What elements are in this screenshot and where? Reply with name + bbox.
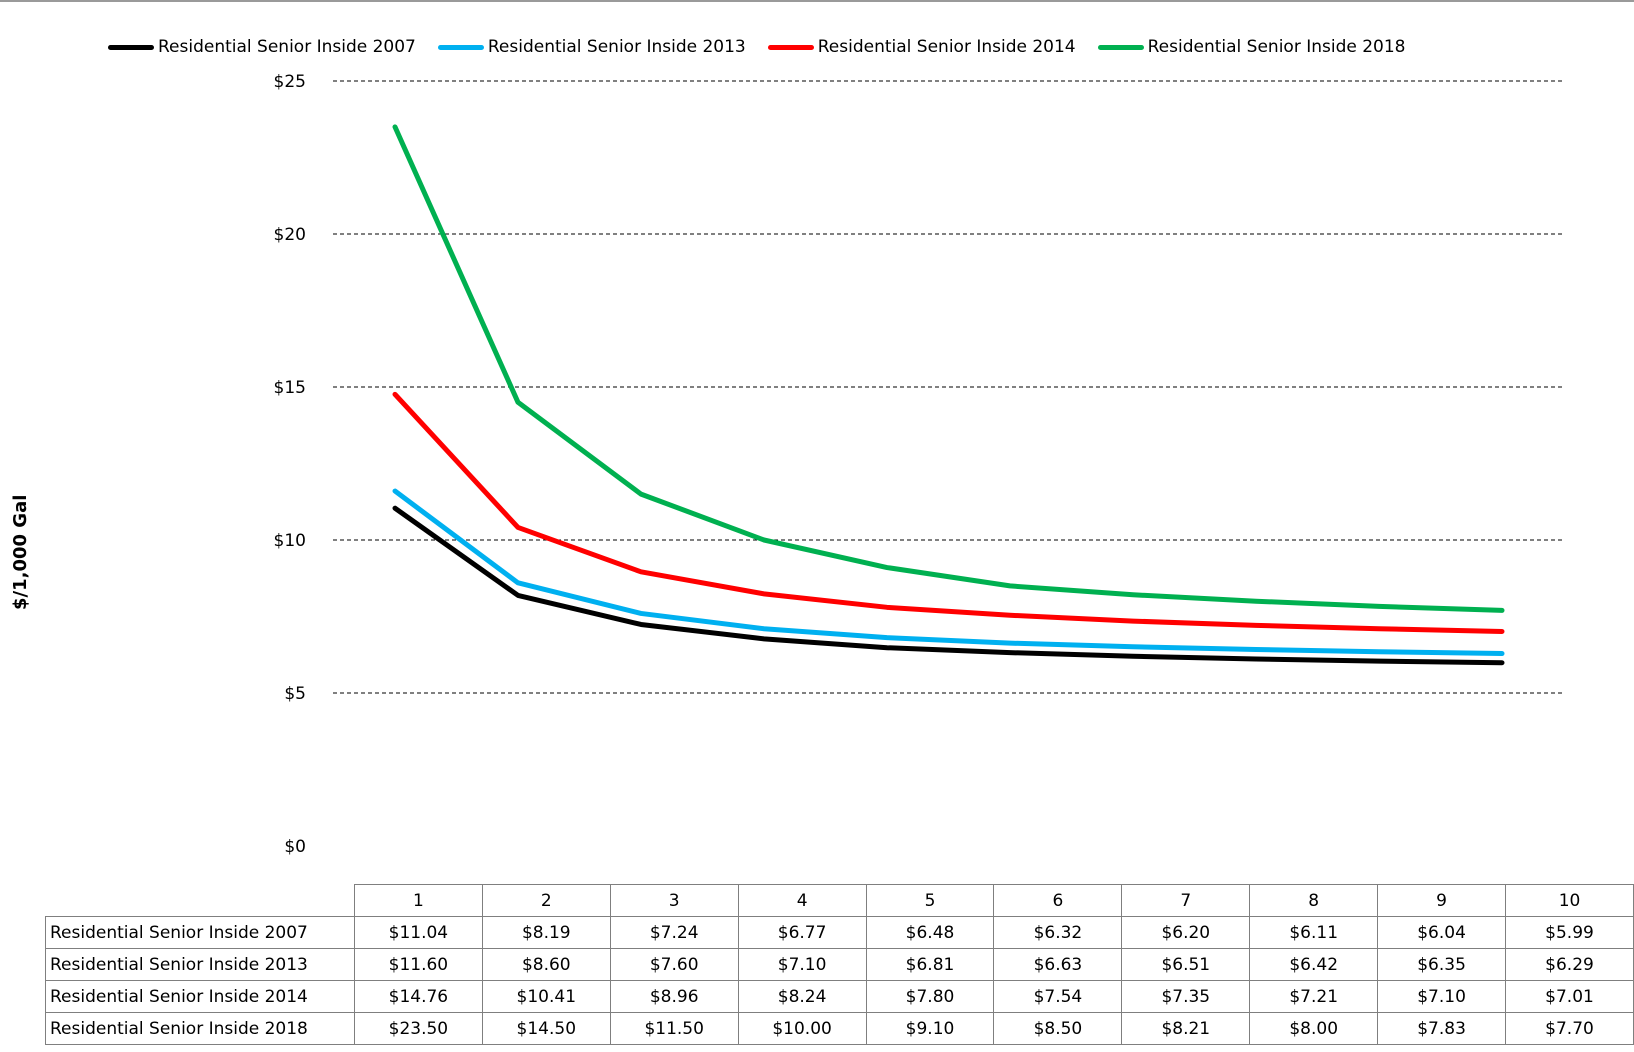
table-row-label: Residential Senior Inside 2013 bbox=[45, 948, 355, 981]
series-line-3 bbox=[392, 124, 1505, 613]
x-category-label: 4 bbox=[737, 884, 867, 917]
legend: Residential Senior Inside 2007 Residentia… bbox=[108, 34, 1428, 60]
legend-item-3: Residential Senior Inside 2018 bbox=[1097, 37, 1406, 57]
table-row: Residential Senior Inside 2007 $11.04 $8.1… bbox=[45, 916, 1634, 949]
table-cell: $10.00 bbox=[737, 1012, 867, 1045]
table-cell: $5.99 bbox=[1505, 916, 1634, 949]
table-cell: $11.60 bbox=[353, 948, 483, 981]
legend-label: Residential Senior Inside 2013 bbox=[487, 37, 746, 57]
table-row: Residential Senior Inside 2018 $23.50 $14.… bbox=[45, 1012, 1634, 1045]
x-category-label: 2 bbox=[481, 884, 611, 917]
legend-swatch bbox=[1097, 44, 1144, 50]
table-cell: $6.48 bbox=[865, 916, 995, 949]
x-category-label: 10 bbox=[1505, 884, 1634, 917]
table-cell: $6.51 bbox=[1121, 948, 1251, 981]
table-row-label: Residential Senior Inside 2018 bbox=[45, 1012, 355, 1045]
table-row-label: Residential Senior Inside 2014 bbox=[45, 980, 355, 1013]
table-cell: $7.10 bbox=[737, 948, 867, 981]
table-cell: $6.77 bbox=[737, 916, 867, 949]
table-cell: $6.11 bbox=[1249, 916, 1379, 949]
table-row: Residential Senior Inside 2013 $11.60 $8.6… bbox=[45, 948, 1634, 981]
table-cell: $7.70 bbox=[1505, 1012, 1634, 1045]
legend-item-1: Residential Senior Inside 2013 bbox=[437, 37, 746, 57]
table-cell: $6.81 bbox=[865, 948, 995, 981]
x-category-label: 9 bbox=[1377, 884, 1507, 917]
y-tick-label: $20 bbox=[274, 225, 306, 245]
table-cell: $7.60 bbox=[609, 948, 739, 981]
series-lines bbox=[392, 124, 1505, 666]
series-line-2 bbox=[392, 391, 1505, 634]
table-row-label: Residential Senior Inside 2007 bbox=[45, 916, 355, 949]
table-cell: $10.41 bbox=[481, 980, 611, 1013]
table-cell: $14.50 bbox=[481, 1012, 611, 1045]
y-tick-label: $0 bbox=[284, 837, 306, 857]
table-cell: $8.60 bbox=[481, 948, 611, 981]
y-tick-label: $25 bbox=[274, 72, 306, 92]
x-category-label: 3 bbox=[609, 884, 739, 917]
table-cell: $6.63 bbox=[993, 948, 1123, 981]
table-cell: $7.24 bbox=[609, 916, 739, 949]
table-cell: $8.24 bbox=[737, 980, 867, 1013]
table-cell: $9.10 bbox=[865, 1012, 995, 1045]
x-category-label: 7 bbox=[1121, 884, 1251, 917]
legend-item-2: Residential Senior Inside 2014 bbox=[767, 37, 1076, 57]
legend-label: Residential Senior Inside 2018 bbox=[1147, 37, 1406, 57]
legend-swatch bbox=[437, 44, 484, 50]
table-cell: $8.50 bbox=[993, 1012, 1123, 1045]
table-cell: $8.21 bbox=[1121, 1012, 1251, 1045]
table-cell: $14.76 bbox=[353, 980, 483, 1013]
table-cell: $23.50 bbox=[353, 1012, 483, 1045]
legend-item-0: Residential Senior Inside 2007 bbox=[108, 37, 416, 57]
legend-swatch bbox=[767, 44, 814, 50]
table-cell: $8.19 bbox=[481, 916, 611, 949]
table-row: Residential Senior Inside 2014 $14.76 $10.… bbox=[45, 980, 1634, 1013]
x-category-label: 8 bbox=[1249, 884, 1379, 917]
table-cell: $6.42 bbox=[1249, 948, 1379, 981]
x-category-label: 1 bbox=[353, 884, 483, 917]
table-cell: $7.35 bbox=[1121, 980, 1251, 1013]
table-cell: $11.04 bbox=[353, 916, 483, 949]
table-cell: $7.54 bbox=[993, 980, 1123, 1013]
y-axis-ticks: $0 $5 $10 $15 $20 $25 bbox=[274, 72, 306, 857]
series-line-1 bbox=[392, 488, 1505, 657]
table-cell: $8.96 bbox=[609, 980, 739, 1013]
table-cell: $8.00 bbox=[1249, 1012, 1379, 1045]
y-tick-label: $5 bbox=[284, 684, 306, 704]
y-tick-label: $10 bbox=[274, 531, 306, 551]
table-cell: $6.20 bbox=[1121, 916, 1251, 949]
legend-swatch bbox=[108, 44, 154, 50]
table-cell: $6.32 bbox=[993, 916, 1123, 949]
x-category-label: 5 bbox=[865, 884, 995, 917]
table-cell: $7.21 bbox=[1249, 980, 1379, 1013]
table-cell: $6.04 bbox=[1377, 916, 1507, 949]
gridlines bbox=[333, 80, 1562, 694]
y-tick-label: $15 bbox=[274, 378, 306, 398]
series-line-0 bbox=[392, 505, 1505, 666]
data-table: 1 2 3 4 5 6 7 8 9 10 Residential Senior Inside 200… bbox=[45, 884, 1634, 1045]
table-cell: $11.50 bbox=[609, 1012, 739, 1045]
x-category-label: 6 bbox=[993, 884, 1123, 917]
table-cell: $7.83 bbox=[1377, 1012, 1507, 1045]
legend-label: Residential Senior Inside 2014 bbox=[817, 37, 1076, 57]
table-cell: $7.01 bbox=[1505, 980, 1634, 1013]
table-cell: $7.10 bbox=[1377, 980, 1507, 1013]
table-corner bbox=[46, 885, 355, 917]
table-header-row: 1 2 3 4 5 6 7 8 9 10 bbox=[46, 884, 1634, 917]
table-cell: $6.29 bbox=[1505, 948, 1634, 981]
table-cell: $7.80 bbox=[865, 980, 995, 1013]
legend-label: Residential Senior Inside 2007 bbox=[158, 37, 416, 57]
table-cell: $6.35 bbox=[1377, 948, 1507, 981]
top-border bbox=[0, 0, 1634, 2]
